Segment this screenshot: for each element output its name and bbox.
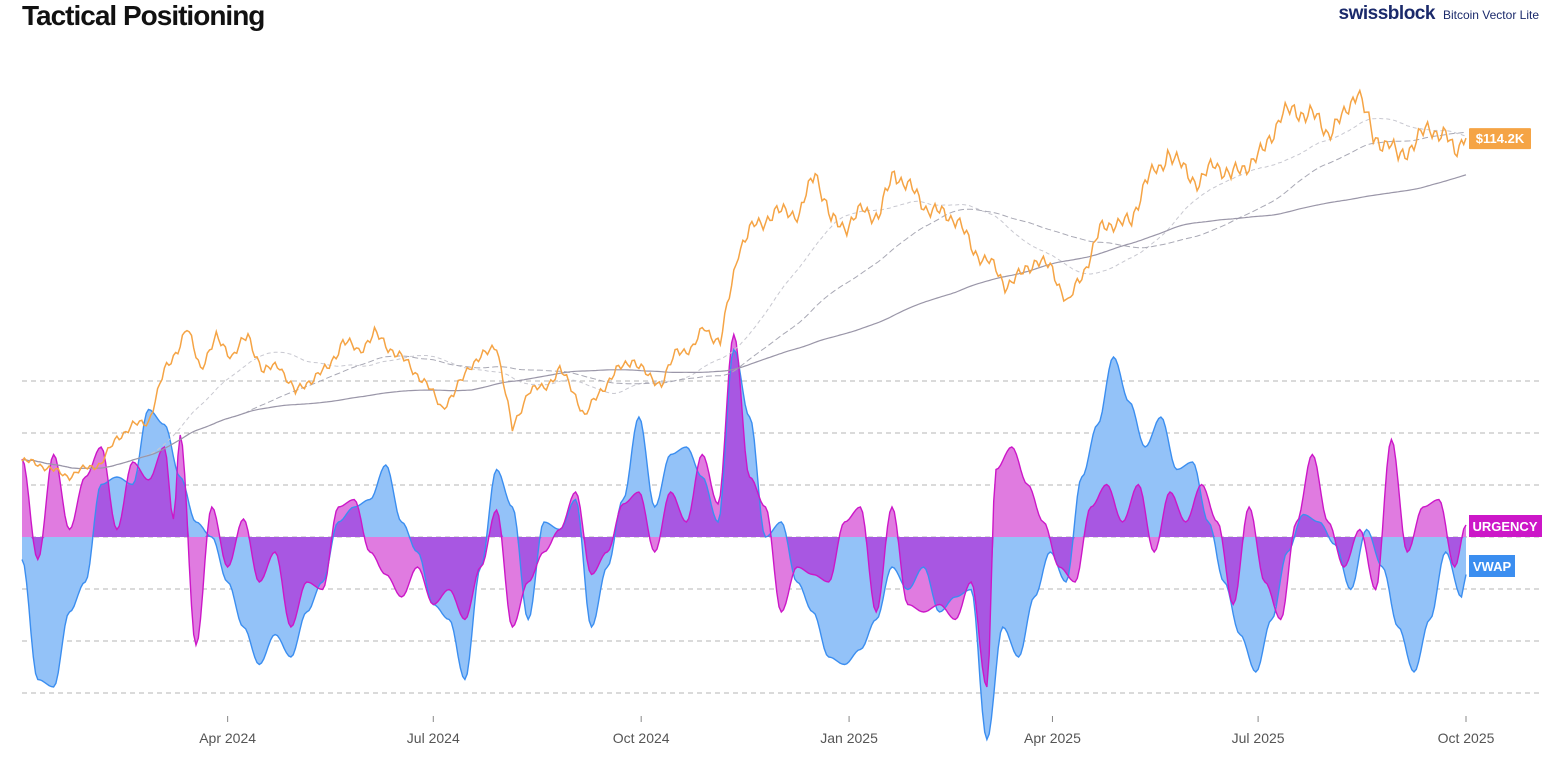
brand: swissblock Bitcoin Vector Lite bbox=[1339, 3, 1539, 25]
vwap-tag bbox=[1469, 555, 1515, 577]
x-tick-label: Apr 2025 bbox=[1024, 730, 1081, 746]
moving-average-3 bbox=[21, 174, 1467, 470]
x-axis: Apr 2024 Jul 2024 Oct 2024 Jan 2025 Apr 2025… bbox=[199, 716, 1495, 746]
x-tick-label: Jul 2024 bbox=[407, 730, 460, 746]
x-tick-label: Oct 2024 bbox=[613, 730, 670, 746]
vwap-tag-label: VWAP bbox=[1473, 559, 1512, 574]
vwap-area bbox=[22, 349, 1466, 740]
series-tags: $114.2K URGENCY VWAP bbox=[1469, 128, 1542, 577]
price-value-tag bbox=[1469, 128, 1531, 150]
price-line bbox=[21, 88, 1467, 482]
price-panel bbox=[21, 88, 1467, 482]
moving-averages bbox=[21, 117, 1467, 470]
urgency-tag bbox=[1469, 515, 1542, 537]
overlap-area bbox=[22, 349, 1466, 687]
price-value-label: $114.2K bbox=[1476, 131, 1525, 146]
brand-product: Bitcoin Vector Lite bbox=[1442, 8, 1539, 22]
page-title: Tactical Positioning bbox=[22, 0, 265, 31]
urgency-tag-label: URGENCY bbox=[1472, 519, 1537, 534]
x-tick-label: Jan 2025 bbox=[820, 730, 878, 746]
x-tick-label: Oct 2025 bbox=[1438, 730, 1495, 746]
vwap-line bbox=[21, 347, 1467, 742]
x-tick-label: Apr 2024 bbox=[199, 730, 256, 746]
urgency-line bbox=[21, 332, 1467, 688]
x-tick-label: Jul 2025 bbox=[1232, 730, 1285, 746]
oscillator-panel bbox=[21, 332, 1467, 742]
moving-average-1 bbox=[21, 117, 1467, 469]
moving-average-2 bbox=[21, 131, 1467, 469]
brand-logo: swissblock bbox=[1338, 3, 1436, 24]
